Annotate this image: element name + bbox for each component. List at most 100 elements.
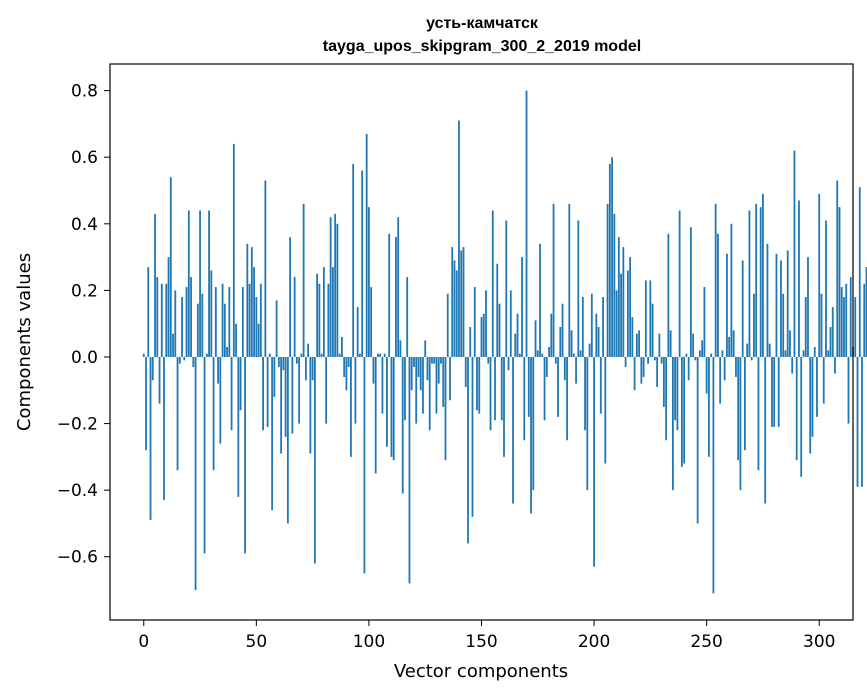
bar-210 (615, 290, 618, 357)
bar-57 (271, 356, 274, 511)
bar-79 (320, 353, 323, 357)
bar-34 (219, 356, 222, 444)
bar-38 (228, 287, 231, 357)
bar-153 (487, 356, 490, 364)
bar-178 (543, 356, 546, 421)
bar-164 (512, 356, 514, 504)
y-tick-label: 0.4 (71, 215, 98, 235)
bar-35 (221, 283, 224, 357)
bar-131 (437, 356, 440, 384)
bar-296 (809, 356, 812, 454)
bar-4 (151, 356, 154, 381)
bar-30 (210, 270, 213, 357)
bar-97 (361, 170, 364, 357)
bar-85 (334, 213, 337, 357)
bar-69 (298, 356, 301, 424)
x-tick-label: 150 (465, 632, 497, 652)
bar-269 (748, 210, 751, 357)
bar-248 (701, 340, 704, 357)
bar-291 (798, 200, 800, 357)
bar-155 (491, 210, 494, 357)
bar-300 (818, 193, 821, 357)
bar-2 (147, 267, 150, 357)
bar-301 (820, 293, 823, 357)
bar-90 (345, 356, 348, 391)
bar-169 (523, 356, 526, 441)
y-tick-label: −0.6 (57, 548, 98, 568)
bar-203 (599, 356, 602, 414)
bar-227 (653, 356, 656, 361)
bar-177 (541, 353, 544, 357)
bar-216 (629, 257, 631, 357)
bar-192 (575, 356, 577, 384)
y-tick-label: 0.2 (71, 281, 98, 301)
bar-50 (255, 297, 258, 357)
bar-184 (557, 356, 559, 417)
bar-146 (471, 356, 474, 517)
bar-25 (199, 210, 201, 357)
bar-233 (667, 233, 670, 357)
bar-143 (464, 356, 467, 387)
bar-138 (453, 260, 456, 357)
bar-145 (469, 327, 472, 357)
bar-0 (142, 353, 145, 357)
bar-283 (780, 260, 782, 357)
bar-239 (680, 356, 683, 467)
y-tick-label: 0.8 (71, 82, 98, 102)
bar-204 (602, 297, 604, 357)
bar-174 (534, 320, 537, 357)
bar-166 (516, 313, 519, 357)
bar-223 (644, 280, 647, 357)
x-axis-label: Vector components (394, 661, 568, 682)
bar-212 (620, 273, 622, 357)
bar-218 (633, 356, 636, 391)
bar-16 (178, 356, 181, 364)
bar-105 (379, 353, 382, 357)
bar-141 (460, 250, 463, 357)
bar-103 (374, 356, 377, 474)
chart-title-line-2: tayga_upos_skipgram_300_2_2019 model (323, 38, 641, 55)
bar-273 (757, 356, 760, 471)
bar-272 (755, 203, 758, 357)
bar-266 (741, 260, 744, 357)
bar-173 (532, 356, 535, 491)
bar-302 (822, 356, 825, 404)
bar-172 (530, 356, 532, 514)
bar-242 (687, 356, 690, 381)
bar-67 (293, 277, 296, 357)
bar-314 (849, 277, 852, 357)
bar-104 (377, 353, 379, 357)
bar-265 (739, 356, 742, 491)
bar-112 (395, 237, 397, 357)
bar-18 (183, 356, 186, 361)
bar-52 (259, 283, 262, 357)
bar-96 (359, 353, 361, 357)
bar-54 (264, 180, 267, 357)
bar-190 (570, 330, 573, 357)
bar-255 (717, 233, 719, 357)
bar-107 (383, 353, 386, 357)
bar-303 (825, 220, 827, 357)
bar-251 (708, 356, 710, 457)
x-axis-ticks: 0 50 100 150 200 250 300 (138, 620, 835, 652)
bar-11 (167, 257, 170, 357)
bar-257 (721, 350, 724, 357)
bar-253 (712, 356, 715, 594)
bar-310 (840, 287, 843, 357)
bar-88 (341, 337, 343, 357)
bar-240 (683, 356, 686, 464)
bar-108 (386, 356, 388, 447)
bar-9 (163, 356, 165, 501)
bar-158 (498, 303, 501, 357)
bar-120 (413, 356, 415, 367)
bar-286 (786, 250, 789, 357)
bar-55 (266, 356, 269, 427)
bar-27 (203, 356, 206, 554)
bar-71 (302, 203, 305, 357)
bar-206 (606, 203, 609, 357)
bar-237 (676, 356, 679, 431)
bar-115 (401, 356, 404, 494)
bar-12 (169, 177, 172, 357)
bar-287 (789, 330, 791, 357)
bar-95 (356, 307, 359, 357)
